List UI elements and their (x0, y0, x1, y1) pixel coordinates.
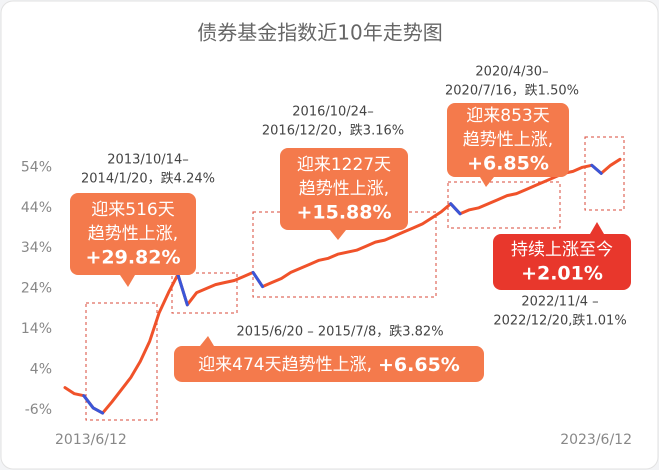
callout-line: +29.82% (85, 247, 180, 269)
callout-pointer (330, 230, 346, 240)
drawdown-note: 2022/12/20,跌1.01% (493, 313, 626, 329)
drawdown-note: 2016/10/24– (292, 105, 373, 120)
callout-line: +6.65% (378, 354, 460, 376)
callout-line: +6.85% (467, 153, 549, 175)
series-line (63, 157, 622, 415)
drawdown-note: 2014/1/20，跌4.24% (81, 171, 215, 187)
callout-box (280, 148, 408, 230)
callout-line: +2.01% (521, 263, 603, 285)
box (447, 181, 561, 229)
x-tick-label: 2013/6/12 (55, 432, 127, 448)
callout-line: 持续上涨至今 (511, 240, 613, 260)
y-tick-label: -6% (25, 402, 52, 418)
y-tick-label: 14% (21, 321, 52, 337)
callout-box (493, 234, 631, 290)
box (584, 136, 625, 211)
drawdown-note: 2020/7/16，跌1.50% (445, 83, 579, 99)
callout-pointer (590, 222, 604, 234)
callout-box (174, 346, 484, 382)
chart-title: 债券基金指数近10年走势图 (197, 21, 442, 45)
callout-line: 趋势性上涨, (88, 224, 178, 244)
rally-callout: 持续上涨至今 +2.01% (493, 222, 631, 290)
drawdown-note: 2016/12/20，跌3.16% (262, 123, 404, 139)
callout-line: 迎来516天 (91, 200, 174, 220)
drawdown-note: 2022/11/4 – (521, 295, 598, 310)
callout-box (447, 103, 569, 177)
y-tick-label: 4% (30, 361, 52, 377)
callout-pointer (120, 275, 135, 287)
y-tick-label: 44% (21, 200, 52, 216)
callout-box (70, 193, 196, 275)
series-line (82, 163, 603, 415)
x-tick-label: 2023/6/12 (560, 432, 632, 448)
rally-callout: 迎来474天趋势性上涨, +6.65% (174, 336, 484, 382)
callout-line: 迎来1227天 (297, 155, 391, 175)
drawdown-note: 2015/6/20 – 2015/7/8，跌3.82% (236, 324, 443, 340)
callout-line: +15.88% (296, 202, 391, 224)
callout-text: 迎来474天趋势性上涨, +6.65% (198, 354, 460, 376)
callout-line: 迎来853天 (466, 106, 549, 126)
drawdown-note: 2020/4/30– (475, 65, 548, 80)
callout-pointer (200, 336, 214, 346)
callout-pointer (480, 177, 494, 187)
callout-line: 迎来474天趋势性上涨, (198, 355, 372, 375)
box (171, 272, 238, 314)
box (85, 302, 158, 421)
y-tick-label: 34% (21, 240, 52, 256)
y-tick-label: 54% (21, 159, 52, 175)
y-tick-label: 24% (21, 281, 52, 297)
drawdown-note: 2013/10/14– (107, 153, 188, 168)
callout-line: 趋势性上涨, (299, 179, 389, 199)
callout-line: 趋势性上涨, (463, 130, 553, 150)
